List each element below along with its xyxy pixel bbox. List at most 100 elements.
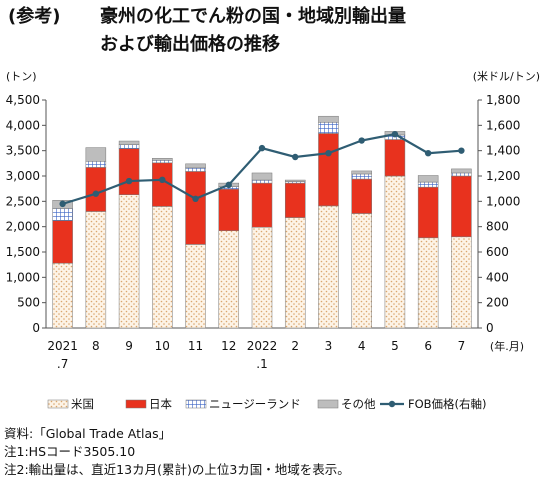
bar-segment-3 (351, 173, 372, 180)
x-tick-label: 7 (458, 339, 466, 353)
fob-price-point (192, 195, 199, 202)
legend: 米国 日本 ニュージーランド その他 FOB価格(右軸) (47, 397, 487, 411)
y-tick-label-right: 200 (486, 296, 509, 310)
y-tick-label-right: 1,600 (486, 118, 520, 132)
chart-title-line-2: および輸出価格の推移 (100, 34, 280, 55)
legend-swatch-4 (317, 399, 339, 409)
bar-segment-2 (318, 133, 339, 207)
x-tick-label: 4 (358, 339, 366, 353)
x-tick-label: 12 (221, 339, 236, 353)
legend-label-5: FOB価格(右軸) (408, 397, 487, 411)
y-axis-label-right: (米ドル/トン) (473, 70, 540, 83)
legend-swatch-3 (185, 399, 207, 409)
bar-segment-4 (351, 170, 372, 175)
bar-segment-3 (451, 172, 472, 177)
bar-segment-2 (52, 220, 73, 264)
bar-segment-1 (417, 237, 439, 329)
fob-line (59, 131, 465, 208)
bar-segment-2 (218, 188, 240, 231)
legend-label-2: 日本 (149, 397, 172, 411)
bar-segment-3 (185, 167, 206, 172)
bar-segment-2 (251, 182, 273, 228)
x-axis-label: (年.月) (490, 339, 524, 353)
bar-segment-3 (85, 161, 107, 168)
fob-price-point (424, 150, 432, 157)
legend-label-3: ニュージーランド (209, 397, 301, 411)
y-tick-label-left: 2,500 (6, 194, 40, 208)
bar-segment-2 (384, 139, 406, 177)
bar-segment-4 (185, 163, 206, 169)
bar-segment-1 (85, 211, 107, 329)
x-tick-label: .1 (256, 357, 267, 371)
bar-segment-1 (218, 230, 240, 329)
fob-price-point (292, 153, 299, 161)
bar-segment-2 (284, 182, 306, 218)
x-tick-label: 9 (125, 339, 133, 353)
y-tick-label-right: 1,000 (486, 194, 520, 208)
y-tick-label-right: 1,800 (486, 93, 520, 107)
fob-price-point (325, 150, 332, 157)
y-tick-label-left: 1,500 (6, 245, 40, 259)
legend-label-1: 米国 (71, 397, 94, 411)
y-tick-label-left: 0 (32, 321, 40, 335)
y-tick-label-left: 1,000 (6, 270, 40, 284)
x-tick-label: 8 (92, 339, 100, 353)
bar-segment-2 (118, 148, 140, 195)
bar-segment-3 (152, 160, 173, 164)
bar-segment-2 (85, 167, 107, 212)
y-tick-label-right: 800 (486, 220, 509, 234)
bar-segment-1 (152, 206, 173, 329)
legend-label-4: その他 (341, 397, 376, 411)
x-tick-label: 10 (155, 339, 170, 353)
x-tick-label: .7 (57, 357, 68, 371)
y-tick-label-right: 600 (486, 245, 509, 259)
y-tick-label-left: 3,000 (6, 169, 40, 183)
bar-segment-3 (118, 144, 140, 149)
bar-segment-1 (251, 226, 273, 329)
fob-price-point (258, 144, 266, 152)
bar-segment-4 (152, 158, 173, 161)
bar-segment-1 (384, 175, 406, 329)
legend-swatch-1 (47, 399, 69, 409)
legend-swatch-2 (125, 399, 147, 409)
y-axis-label-left: (トン) (6, 70, 37, 83)
bar-segment-4 (318, 115, 339, 123)
bar-segment-1 (52, 262, 73, 329)
x-tick-label: 2021 (47, 339, 78, 353)
bar-segment-4 (251, 172, 273, 181)
y-tick-label-left: 4,000 (6, 118, 40, 132)
fob-price-point (391, 131, 399, 138)
y-tick-label-left: 4,500 (6, 93, 40, 107)
bar-segment-2 (185, 171, 206, 245)
notes: 資料:「Global Trade Atlas」 注1:HSコード3505.10 … (4, 425, 350, 479)
chart: 0 500 1,000 1,500 2,000 2,500 3,000 3,500 4,000 4… (6, 70, 540, 411)
chart-title: (参考) 豪州の化工でん粉の国・地域別輸出量 (8, 4, 406, 30)
bar-segment-4 (118, 140, 140, 145)
x-tick-label: 2022 (247, 339, 278, 353)
y-tick-label-right: 1,400 (486, 144, 520, 158)
bar-segment-4 (85, 147, 107, 162)
fob-price-point (92, 190, 100, 197)
note-2: 注2:輸出量は、直近13カ月(累計)の上位3カ国・地域を表示。 (4, 462, 350, 477)
fob-price-point (59, 200, 66, 208)
bar-segment-1 (118, 194, 140, 329)
bar-segment-2 (451, 175, 472, 238)
bar-segment-1 (185, 244, 206, 329)
x-tick-label: 2 (291, 339, 299, 353)
bar-segment-3 (251, 179, 273, 184)
fob-price-point (125, 177, 133, 185)
y-tick-label-right: 0 (486, 321, 494, 335)
fob-price-point (225, 181, 232, 189)
axes: 0 500 1,000 1,500 2,000 2,500 3,000 3,500 4,000 4… (6, 70, 540, 371)
bar-segment-3 (318, 122, 339, 134)
fob-price-point (159, 176, 166, 183)
bar-segment-2 (351, 178, 372, 214)
y-tick-label-left: 3,500 (6, 144, 40, 158)
title-line-1: 豪州の化工でん粉の国・地域別輸出量 (100, 6, 406, 27)
fob-price-point (358, 137, 365, 144)
bar-segment-1 (318, 205, 339, 329)
x-tick-label: 5 (391, 339, 399, 353)
bar-segment-3 (417, 181, 439, 188)
note-1: 注1:HSコード3505.10 (4, 444, 136, 459)
fob-price-point (458, 147, 465, 154)
